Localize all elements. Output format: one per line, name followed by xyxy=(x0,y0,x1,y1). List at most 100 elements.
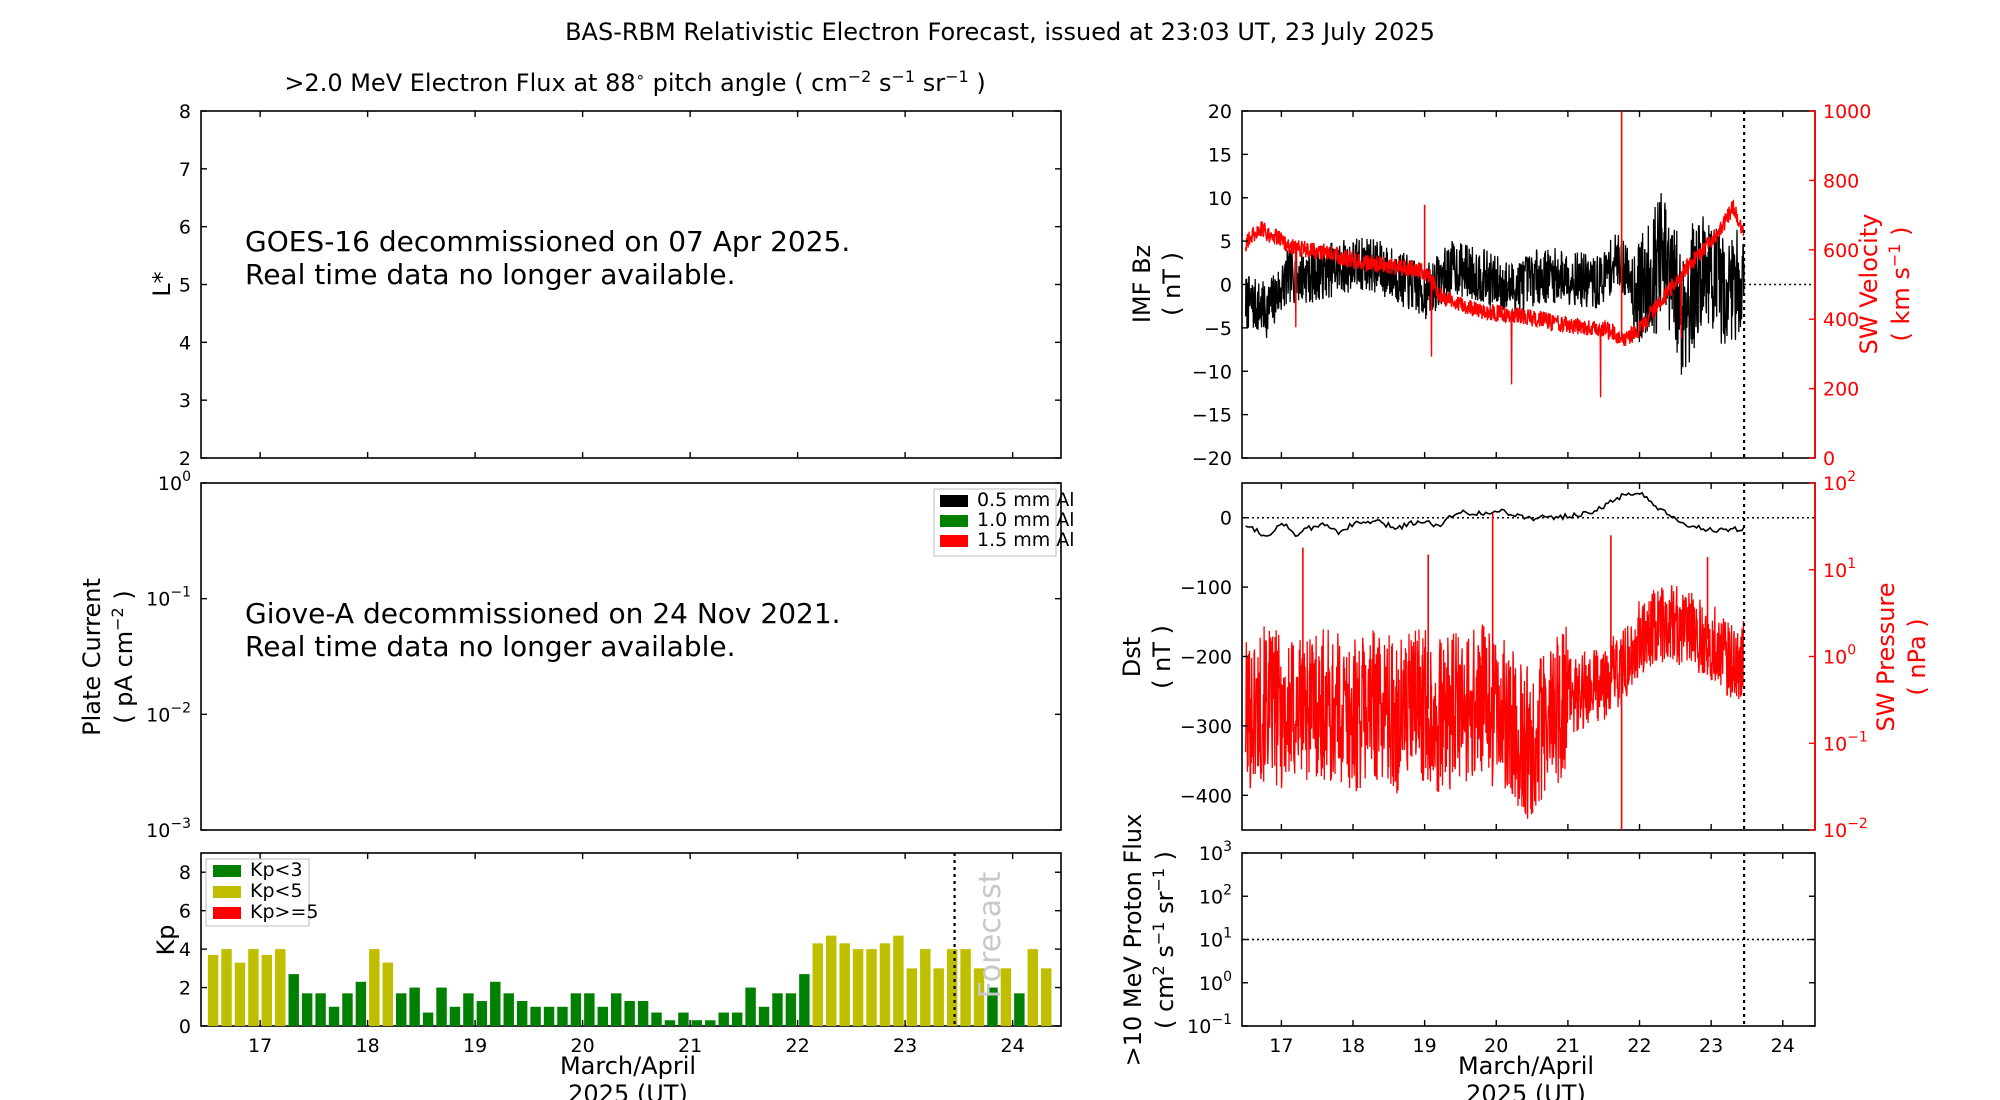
kp-bar xyxy=(731,1012,743,1026)
kp-bar xyxy=(866,949,877,1026)
kp-bar xyxy=(772,993,783,1026)
kp-bar xyxy=(1000,968,1012,1026)
kp-bar xyxy=(826,935,837,1026)
imf-panel: 20 15 10 5 0 −5 −10 −15 −20 1000 800 600 400 200 0 IMF… xyxy=(1128,101,1915,470)
flux-ytick-label: 5 xyxy=(179,275,191,297)
flux-message-line2: Real time data no longer available. xyxy=(245,258,736,291)
proton-xlabel-line1: March/April xyxy=(1458,1052,1594,1080)
proton-ytick-label: 100 xyxy=(1199,969,1232,995)
imf-ytick-label: 5 xyxy=(1220,231,1232,253)
proton-xtick-label: 18 xyxy=(1341,1035,1365,1057)
imf-ylabel-right-line2: ( km s−1 ) xyxy=(1885,227,1915,342)
kp-xtick-label: 20 xyxy=(571,1035,595,1057)
flux-ytick-label: 4 xyxy=(179,332,191,354)
kp-bar xyxy=(960,949,971,1026)
kp-bar xyxy=(382,962,393,1026)
plate-legend-swatch xyxy=(940,535,968,547)
kp-bar xyxy=(516,1001,528,1026)
figure-title: BAS-RBM Relativistic Electron Forecast, … xyxy=(565,18,1435,46)
dst-ytick-label: −300 xyxy=(1180,716,1232,738)
kp-ylabel: Kp xyxy=(152,925,180,956)
kp-bar xyxy=(611,993,622,1026)
kp-bar xyxy=(275,949,286,1026)
kp-bar xyxy=(355,981,367,1026)
kp-bar xyxy=(812,943,823,1026)
imf-ytick-label: 10 xyxy=(1208,188,1232,210)
flux-panel: >2.0 MeV Electron Flux at 88∘ pitch angl… xyxy=(148,67,1062,470)
dst-panel: 0 −100 −200 −300 −400 102 101 100 10−1 10−2 Dst (… xyxy=(1118,469,1931,842)
kp-bar xyxy=(503,993,514,1026)
kp-bar xyxy=(597,1006,608,1026)
kp-legend-label: Kp<3 xyxy=(250,859,303,881)
plate-legend-label: 0.5 mm Al xyxy=(977,489,1075,511)
kp-bar xyxy=(705,1020,716,1026)
kp-forecast-label: Forecast xyxy=(973,871,1008,998)
kp-bar xyxy=(933,968,944,1026)
imf-ytick-right-label: 200 xyxy=(1823,379,1859,401)
flux-ytick-label: 2 xyxy=(179,448,191,470)
dst-index-line xyxy=(1245,491,1745,537)
kp-legend-swatch xyxy=(213,865,241,877)
kp-bar xyxy=(691,1020,703,1026)
plate-ylabel-line2: ( pA cm−2 ) xyxy=(108,590,138,723)
imf-ylabel-line1: IMF Bz xyxy=(1128,245,1156,323)
dst-ylabel-right-line2: ( nPa ) xyxy=(1903,618,1931,695)
imf-ytick-right-label: 400 xyxy=(1823,309,1859,331)
kp-xtick-label: 24 xyxy=(1001,1035,1025,1057)
kp-bar xyxy=(987,987,998,1026)
kp-axes-frame xyxy=(200,852,1062,1027)
kp-bar xyxy=(248,949,259,1026)
kp-bar xyxy=(436,987,447,1026)
kp-legend-label: Kp>=5 xyxy=(250,901,318,923)
dst-ylabel-line2: ( nT ) xyxy=(1148,625,1176,689)
kp-bar xyxy=(1027,949,1038,1026)
kp-ytick-label: 8 xyxy=(179,862,191,884)
kp-bar xyxy=(315,993,326,1026)
kp-bar xyxy=(920,949,931,1026)
kp-ytick-label: 2 xyxy=(179,978,191,1000)
flux-ytick-label: 8 xyxy=(179,101,191,123)
proton-xtick-label: 19 xyxy=(1413,1035,1437,1057)
flux-message-line1: GOES-16 decommissioned on 07 Apr 2025. xyxy=(245,225,850,258)
dst-ytick-label: −200 xyxy=(1180,647,1232,669)
flux-panel-title: >2.0 MeV Electron Flux at 88∘ pitch angl… xyxy=(284,67,985,97)
plate-legend-label: 1.0 mm Al xyxy=(977,509,1075,531)
kp-bar xyxy=(449,1006,461,1026)
plate-axes-frame xyxy=(200,482,1062,831)
kp-bar xyxy=(463,993,474,1026)
dst-ylabel-line1: Dst xyxy=(1118,637,1146,677)
plate-legend-swatch xyxy=(940,495,968,507)
dst-pressure-line xyxy=(1244,585,1745,819)
proton-xtick-label: 23 xyxy=(1699,1035,1723,1057)
kp-bar xyxy=(664,1020,676,1026)
kp-bar xyxy=(893,935,904,1026)
dst-ytick-right-label: 10−2 xyxy=(1823,816,1868,842)
imf-ytick-label: 20 xyxy=(1208,101,1232,123)
imf-ytick-label: −20 xyxy=(1192,448,1232,470)
kp-xlabel-line1: March/April xyxy=(560,1052,696,1080)
plate-message-line1: Giove-A decommissioned on 24 Nov 2021. xyxy=(245,597,841,630)
dst-ytick-right-label: 101 xyxy=(1823,556,1856,582)
kp-bar xyxy=(785,993,797,1026)
imf-ytick-label: −10 xyxy=(1192,361,1232,383)
kp-bar xyxy=(745,987,756,1026)
proton-ytick-label: 102 xyxy=(1199,882,1232,908)
kp-bar xyxy=(637,1001,649,1026)
kp-bar xyxy=(651,1012,662,1026)
kp-ytick-label: 0 xyxy=(179,1016,191,1038)
flux-ytick-label: 7 xyxy=(179,159,191,181)
proton-xtick-label: 17 xyxy=(1269,1035,1293,1057)
proton-xtick-label: 21 xyxy=(1556,1035,1580,1057)
kp-bar xyxy=(396,993,407,1026)
proton-ytick-label: 103 xyxy=(1199,839,1232,865)
proton-xtick-label: 22 xyxy=(1627,1035,1651,1057)
kp-legend-swatch xyxy=(213,907,241,919)
kp-bar xyxy=(758,1006,770,1026)
kp-bar xyxy=(342,993,353,1026)
dst-ytick-right-label: 100 xyxy=(1823,643,1856,669)
plate-legend-label: 1.5 mm Al xyxy=(977,529,1075,551)
plate-ytick-label: 10−2 xyxy=(146,700,191,726)
plate-ytick-label: 10−3 xyxy=(146,816,191,842)
kp-legend-swatch xyxy=(213,886,241,898)
